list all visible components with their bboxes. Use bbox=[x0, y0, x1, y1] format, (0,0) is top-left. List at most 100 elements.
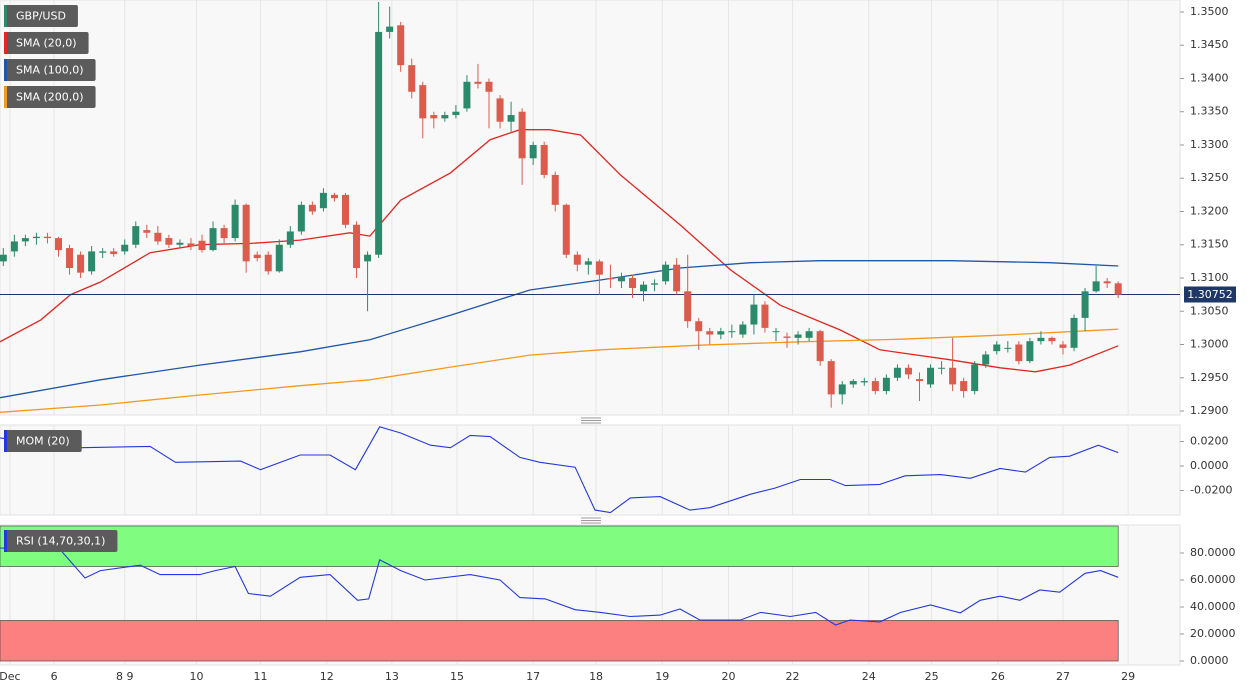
candle-body bbox=[573, 254, 581, 265]
candle-body bbox=[794, 334, 802, 338]
candle-body bbox=[1048, 337, 1056, 342]
candle-body bbox=[993, 344, 1001, 352]
y-tick-label: 1.3300 bbox=[1190, 138, 1229, 151]
candle-body bbox=[1037, 337, 1045, 342]
candle-body bbox=[330, 194, 338, 199]
candle-body bbox=[143, 230, 151, 233]
x-tick-label: 10 bbox=[189, 670, 203, 683]
legend-label: SMA (20,0) bbox=[16, 37, 77, 50]
candle-body bbox=[88, 251, 96, 272]
candle-body bbox=[176, 242, 184, 245]
legend-label: GBP/USD bbox=[16, 10, 66, 23]
y-tick-label: -0.0200 bbox=[1190, 484, 1232, 497]
candle-body bbox=[717, 331, 725, 335]
legend-box bbox=[4, 530, 118, 552]
panel-handle[interactable] bbox=[581, 517, 601, 524]
x-tick-label: 26 bbox=[991, 670, 1005, 683]
candle-body bbox=[0, 254, 7, 262]
sma-line bbox=[0, 328, 1119, 413]
candle-body bbox=[1092, 281, 1100, 292]
legend-item: MOM (20) bbox=[4, 430, 82, 452]
candle-body bbox=[187, 243, 195, 247]
candle-body bbox=[706, 331, 714, 335]
candle-body bbox=[982, 354, 990, 365]
candle-body bbox=[43, 236, 51, 239]
candle-body bbox=[242, 204, 250, 262]
y-tick-label: 20.0000 bbox=[1190, 627, 1236, 640]
candle-body bbox=[838, 384, 846, 395]
legend-item: RSI (14,70,30,1) bbox=[4, 530, 118, 552]
legend-item: SMA (20,0) bbox=[4, 32, 89, 54]
y-tick-label: 1.3400 bbox=[1190, 71, 1229, 84]
legend-swatch bbox=[4, 530, 7, 552]
candle-body bbox=[220, 228, 228, 239]
candle-body bbox=[452, 111, 460, 116]
x-tick-label: 27 bbox=[1056, 670, 1070, 683]
candle-body bbox=[1103, 281, 1111, 284]
panel-handle[interactable] bbox=[581, 417, 601, 424]
indicator-line bbox=[0, 426, 1119, 514]
candle-body bbox=[275, 244, 283, 272]
candle-body bbox=[949, 367, 957, 385]
candle-body bbox=[1004, 347, 1012, 349]
candle-body bbox=[1081, 291, 1089, 318]
candle-body bbox=[904, 367, 912, 375]
y-tick-label: 40.0000 bbox=[1190, 600, 1236, 613]
price-panel bbox=[0, 0, 1181, 416]
candle-body bbox=[695, 321, 703, 332]
candle-body bbox=[507, 115, 515, 122]
candle-body bbox=[253, 254, 261, 259]
legend-label: RSI (14,70,30,1) bbox=[16, 535, 105, 548]
legend-label: MOM (20) bbox=[16, 435, 70, 448]
candle-body bbox=[297, 204, 305, 232]
legend-swatch bbox=[4, 59, 7, 81]
x-tick-label: 20 bbox=[722, 670, 736, 683]
candle-body bbox=[562, 204, 570, 255]
candle-body bbox=[419, 85, 427, 119]
candle-body bbox=[673, 264, 681, 292]
x-tick-label: 13 bbox=[385, 670, 399, 683]
candle-body bbox=[154, 232, 162, 242]
y-tick-label: 60.0000 bbox=[1190, 573, 1236, 586]
candle-body bbox=[617, 276, 625, 282]
candle-body bbox=[66, 248, 74, 269]
x-tick-label: 17 bbox=[526, 670, 540, 683]
candle-body bbox=[518, 111, 526, 159]
candle-body bbox=[1114, 283, 1122, 295]
candle-body bbox=[463, 81, 471, 109]
y-tick-label: 1.3000 bbox=[1190, 338, 1229, 351]
candle-body bbox=[971, 364, 979, 392]
x-tick-label: 8 9 bbox=[116, 670, 134, 683]
x-tick-label: Dec bbox=[0, 670, 21, 683]
candle-body bbox=[640, 284, 648, 292]
candle-body bbox=[308, 204, 316, 212]
candle-body bbox=[816, 331, 824, 362]
candle-body bbox=[342, 194, 350, 225]
legend-swatch bbox=[4, 32, 7, 54]
candle-body bbox=[606, 277, 614, 280]
candle-body bbox=[871, 381, 879, 392]
candle-body bbox=[662, 264, 670, 282]
candle-body bbox=[595, 261, 603, 275]
candle-body bbox=[485, 81, 493, 92]
candle-body bbox=[231, 204, 239, 239]
candle-body bbox=[529, 144, 537, 159]
legend-swatch bbox=[4, 86, 7, 108]
x-tick-label: 29 bbox=[1121, 670, 1135, 683]
candle-body bbox=[805, 331, 813, 338]
candle-body bbox=[628, 277, 636, 288]
candle-body bbox=[728, 331, 736, 333]
legend-item: SMA (200,0) bbox=[4, 86, 96, 108]
x-tick-label: 25 bbox=[925, 670, 939, 683]
candle-body bbox=[772, 331, 780, 333]
candle-body bbox=[319, 192, 327, 209]
legend-box bbox=[4, 86, 96, 108]
candle-body bbox=[1070, 317, 1078, 348]
x-tick-label: 18 bbox=[589, 670, 603, 683]
candle-body bbox=[783, 336, 791, 338]
candle-body bbox=[198, 240, 206, 251]
candle-body bbox=[364, 254, 372, 262]
candle-body bbox=[860, 381, 868, 383]
last-price-box bbox=[1184, 286, 1236, 303]
